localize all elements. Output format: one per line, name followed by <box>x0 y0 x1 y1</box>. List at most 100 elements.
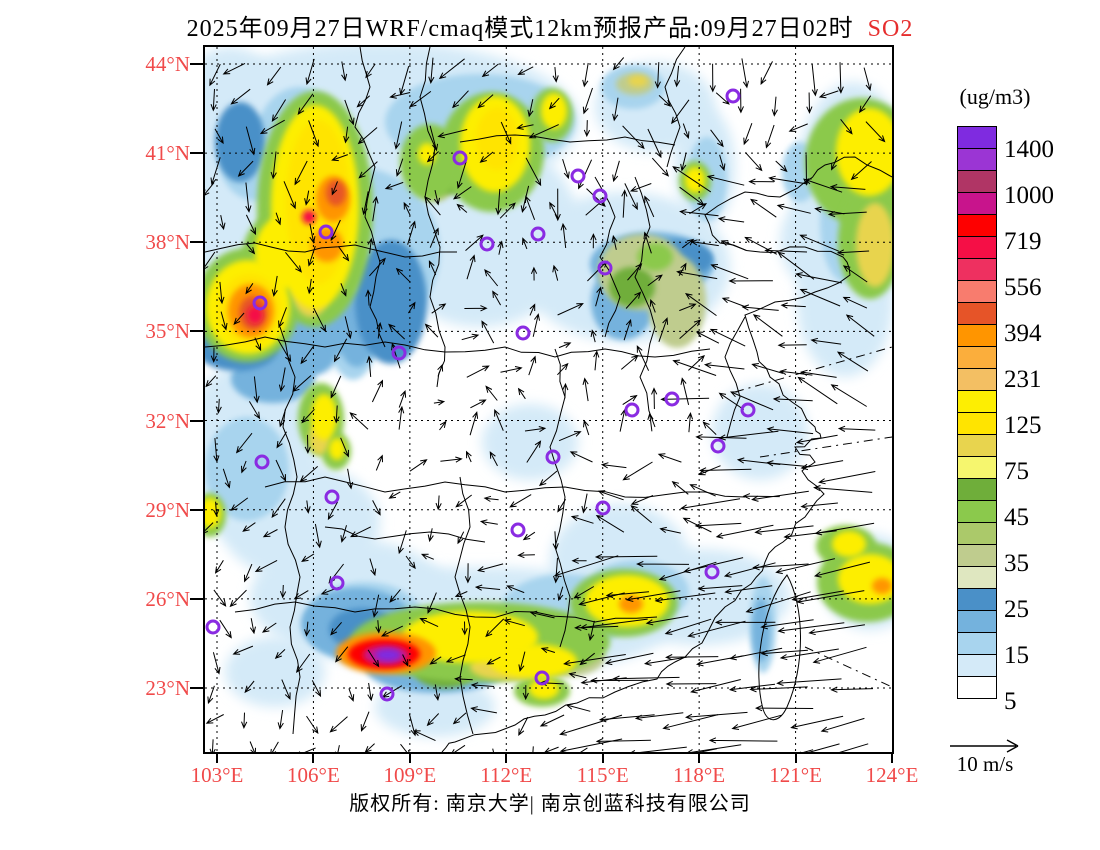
lon-tick-mark <box>312 754 315 763</box>
wind-arrow <box>760 61 773 85</box>
wind-arrow <box>795 272 842 284</box>
wind-arrow <box>233 312 245 326</box>
wind-arrow <box>438 58 465 80</box>
wind-arrow <box>245 182 252 213</box>
colorbar-tick-label: 45 <box>1004 504 1029 531</box>
wind-arrow <box>517 66 534 75</box>
wind-arrow <box>684 711 748 720</box>
wind-arrow <box>662 714 719 730</box>
wind-arrow <box>499 202 516 219</box>
wind-arrow <box>271 99 287 123</box>
wind-arrow <box>695 331 720 344</box>
lat-tick-mark <box>190 597 203 600</box>
wind-arrow <box>751 490 809 502</box>
wind-arrow <box>552 264 559 281</box>
wind-arrow <box>621 189 628 218</box>
wind-arrow <box>276 431 287 449</box>
coastline <box>441 156 892 752</box>
wind-arrow <box>598 714 655 723</box>
wind-arrow <box>538 470 558 487</box>
wind-arrow <box>771 96 778 117</box>
wind-arrow <box>629 183 652 192</box>
wind-arrow <box>241 712 248 730</box>
wind-arrow <box>623 318 632 341</box>
wind-arrow <box>398 390 407 408</box>
wind-arrow <box>582 377 589 402</box>
wind-arrow <box>745 152 763 172</box>
colorbar-cell <box>957 478 997 501</box>
wind-arrow <box>309 223 316 244</box>
lon-tick-label: 124°E <box>865 763 919 787</box>
wind-arrow <box>213 501 220 517</box>
wind-arrow <box>380 625 404 637</box>
wind-arrow <box>278 367 286 393</box>
wind-arrow <box>837 425 876 432</box>
wind-arrow <box>558 431 582 442</box>
wind-arrow <box>836 249 870 256</box>
wind-arrow <box>340 283 347 297</box>
wind-arrow <box>865 121 886 143</box>
colorbar-tick-label: 5 <box>1004 688 1017 715</box>
wind-arrow <box>365 63 376 79</box>
wind-arrow <box>209 63 221 87</box>
wind-arrow <box>717 216 745 223</box>
colorbar-cell <box>957 192 997 215</box>
wind-arrow <box>800 502 838 510</box>
province-border <box>205 336 711 358</box>
wind-arrow <box>812 646 867 664</box>
wind-arrow <box>708 737 778 744</box>
wind-arrow <box>451 744 466 752</box>
wind-arrow <box>375 454 383 471</box>
wind-arrow <box>850 161 872 181</box>
wind-arrow <box>605 591 650 599</box>
wind-arrow <box>622 125 645 150</box>
wind-arrow <box>254 559 278 572</box>
wind-arrow <box>427 592 437 614</box>
wind-arrow <box>343 126 350 144</box>
wind-arrow <box>486 656 501 665</box>
wind-arrow <box>492 290 502 306</box>
colorbar-cell <box>957 148 997 171</box>
station-marker <box>664 391 680 407</box>
wind-arrow <box>680 153 687 172</box>
colorbar-cell <box>957 500 997 523</box>
province-border <box>279 326 301 735</box>
wind-arrow <box>624 183 638 211</box>
wind-arrow <box>689 484 716 497</box>
wind-arrow <box>364 743 375 752</box>
wind-arrow <box>313 307 327 333</box>
wind-arrow <box>600 462 627 469</box>
wind-arrow <box>544 746 559 752</box>
wind-arrow <box>744 236 778 255</box>
wind-arrow <box>581 493 588 514</box>
wind-arrow <box>723 562 776 578</box>
wind-arrow <box>665 680 717 688</box>
wind-arrow <box>557 303 584 316</box>
wind-arrow <box>775 160 788 173</box>
wind-arrow <box>625 590 681 602</box>
wind-arrow <box>775 558 836 575</box>
wind-arrow <box>479 519 498 526</box>
wind-arrow <box>469 411 479 436</box>
wind-arrow <box>658 95 672 107</box>
wind-arrow <box>213 589 227 607</box>
wind-arrow <box>830 686 874 693</box>
wind-arrow <box>729 391 774 411</box>
wind-arrow <box>439 420 447 431</box>
wind-arrow <box>329 716 348 733</box>
wind-arrow <box>625 291 642 309</box>
lon-tick-mark <box>216 754 218 763</box>
wind-arrow <box>495 188 502 216</box>
wind-arrow <box>647 274 663 287</box>
wind-arrow <box>205 182 215 196</box>
wind-arrow <box>419 618 439 628</box>
wind-arrow <box>300 345 315 365</box>
wind-arrow <box>384 181 404 190</box>
wind-arrow <box>281 679 291 701</box>
wind-arrow <box>400 743 410 752</box>
wind-arrow <box>779 648 839 661</box>
wind-arrow <box>232 645 254 655</box>
wind-arrow <box>540 647 556 654</box>
wind-arrow <box>470 706 497 714</box>
wind-arrow <box>636 560 690 568</box>
